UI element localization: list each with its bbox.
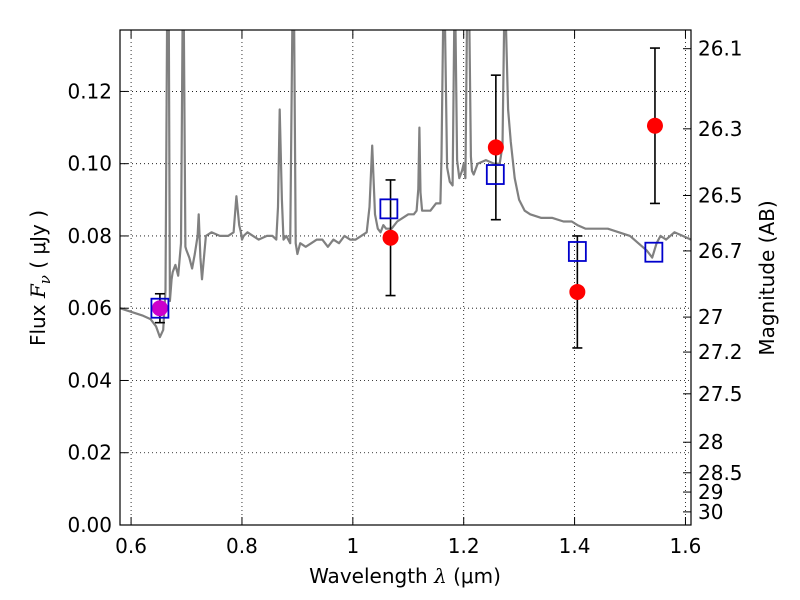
x-axis: 0.6 0.8 1 1.2 1.4 1.6	[115, 30, 701, 558]
y-tick-label: 0.00	[67, 513, 112, 537]
observed-flux-point	[151, 300, 168, 317]
magnitude-axis-label: Magnitude (AB)	[755, 200, 779, 355]
model-flux-square	[379, 198, 399, 220]
y-axis: 0.00 0.02 0.04 0.06 0.08 0.10 0.12	[67, 79, 128, 537]
magnitude-tick-label: 26.7	[698, 239, 743, 263]
magnitude-tick-label: 30	[698, 500, 723, 524]
model-flux-square	[150, 297, 170, 319]
y-tick-label: 0.06	[67, 296, 112, 320]
y-tick-label: 0.08	[67, 224, 112, 248]
magnitude-tick-label: 26.1	[698, 37, 743, 61]
model-flux-square	[485, 164, 505, 185]
x-tick-label: 0.8	[226, 534, 258, 558]
observed-flux-point	[569, 283, 586, 300]
magnitude-tick-label: 27.2	[698, 340, 743, 364]
observed-flux-point	[382, 229, 399, 246]
magnitude-tick-label: 27	[698, 305, 723, 329]
y-tick-label: 0.10	[67, 152, 112, 176]
y-tick-label: 0.02	[67, 441, 112, 465]
magnitude-tick-label: 27.5	[698, 382, 743, 406]
magnitude-tick-label: 29	[698, 480, 723, 504]
model-flux-square	[567, 241, 587, 262]
x-tick-label: 1.4	[559, 534, 591, 558]
y-tick-label: 0.12	[67, 79, 112, 103]
plot-area	[120, 30, 691, 349]
y-tick-label: 0.04	[67, 368, 112, 392]
observed-flux-point	[646, 117, 663, 134]
x-tick-label: 0.6	[115, 534, 147, 558]
magnitude-tick-label: 26.3	[698, 117, 743, 141]
magnitude-tick-label: 28.5	[698, 461, 743, 485]
x-tick-label: 1.2	[448, 534, 480, 558]
x-tick-label: 1	[346, 534, 359, 558]
magnitude-tick-label: 28	[698, 430, 723, 454]
magnitude-tick-label: 26.5	[698, 183, 743, 207]
x-axis-label: Wavelength λ (μm)	[309, 564, 501, 588]
x-tick-label: 1.6	[670, 534, 702, 558]
model-spectrum-line	[120, 30, 691, 339]
y-axis-label: Flux Fν ( μJy )	[26, 210, 54, 346]
model-flux-square	[644, 241, 664, 263]
observed-flux-point	[487, 139, 504, 156]
plot-frame	[119, 29, 692, 526]
